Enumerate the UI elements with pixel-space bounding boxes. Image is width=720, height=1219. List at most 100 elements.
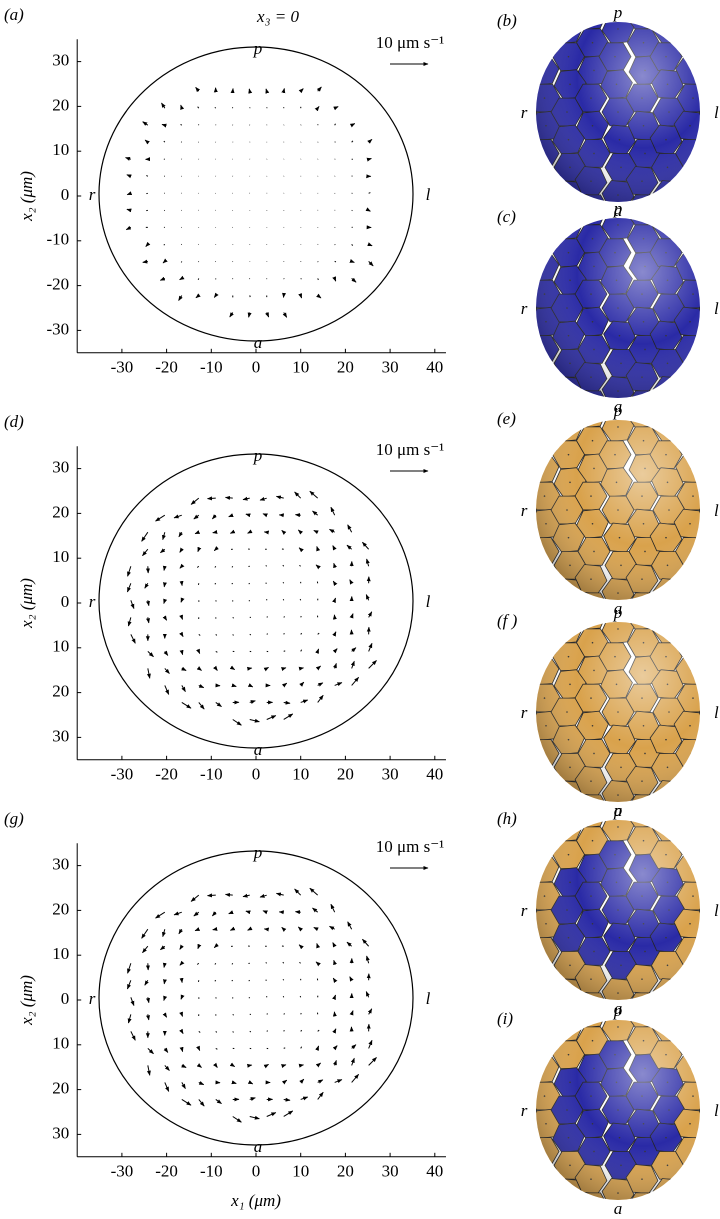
field-arrow	[332, 942, 337, 948]
field-arrow	[332, 977, 338, 983]
field-arrow	[162, 929, 166, 938]
cell-center	[566, 1192, 568, 1194]
field-arrow	[163, 995, 168, 1001]
pole-r: r	[89, 185, 96, 204]
field-arrow	[316, 86, 322, 92]
field-arrow	[330, 903, 336, 913]
field-arrow	[181, 666, 187, 671]
pole-p: p	[613, 1001, 623, 1020]
field-arrow	[178, 531, 183, 538]
field-arrow	[248, 996, 251, 999]
pole-p: p	[613, 603, 623, 622]
cell	[676, 564, 700, 595]
x-tick-label: 0	[252, 765, 261, 784]
pole-l: l	[426, 185, 431, 204]
field-arrow	[300, 1029, 303, 1032]
x-tick-label: 30	[382, 765, 399, 784]
cell-center	[566, 194, 568, 196]
field-arrow	[179, 275, 185, 281]
field-arrow	[214, 979, 217, 982]
field-arrow	[161, 102, 166, 109]
field-arrow	[232, 634, 234, 636]
field-arrow	[329, 925, 335, 931]
x-tick-label: 30	[382, 1162, 399, 1181]
cell-center	[692, 578, 694, 580]
x-tick-label: -10	[200, 765, 223, 784]
field-arrow	[245, 513, 251, 518]
cell-center	[668, 794, 670, 796]
field-arrow	[146, 617, 150, 624]
field-arrow	[212, 911, 217, 917]
cell-sphere	[536, 820, 700, 1000]
cell-center	[566, 794, 568, 796]
panel-label: (g)	[4, 809, 24, 828]
field-arrow	[178, 295, 183, 301]
field-arrow	[181, 685, 186, 693]
y-axis-title: x₂ (μm)	[17, 171, 36, 222]
field-arrow	[247, 926, 253, 931]
field-arrow	[141, 531, 149, 542]
field-arrow	[298, 88, 304, 94]
field-arrow	[282, 978, 285, 981]
field-arrow	[231, 683, 237, 688]
scale-label: 10 μm s⁻¹	[376, 33, 445, 52]
field-arrow	[316, 546, 321, 552]
cell-center	[543, 780, 546, 782]
field-arrow	[215, 1047, 218, 1050]
panel-label: (d)	[4, 412, 24, 431]
field-arrow	[365, 594, 370, 601]
cell	[536, 766, 561, 797]
field-arrow	[196, 648, 201, 655]
field-arrow	[315, 961, 321, 967]
field-arrow	[173, 514, 182, 519]
field-arrow	[125, 157, 131, 161]
field-arrow	[164, 1065, 170, 1071]
field-arrow	[315, 648, 320, 654]
field-arrow	[207, 893, 216, 898]
field-arrow	[194, 530, 201, 535]
field-arrow	[212, 514, 217, 520]
field-arrow	[242, 893, 250, 898]
field-arrow	[368, 192, 371, 194]
cell-center	[689, 839, 691, 842]
cell-center	[543, 376, 546, 378]
field-arrow	[194, 927, 201, 932]
x-tick-label: 20	[337, 1162, 354, 1181]
field-arrow	[275, 892, 284, 897]
field-arrow	[229, 1062, 236, 1068]
x-tick-label: -30	[111, 358, 134, 377]
cell-center	[643, 208, 645, 210]
field-arrow	[299, 681, 305, 687]
pole-l: l	[714, 501, 719, 520]
field-arrow	[315, 1062, 321, 1068]
field-arrow	[333, 662, 337, 669]
pole-a: a	[614, 801, 623, 820]
field-arrow	[317, 1079, 324, 1084]
field-arrow	[262, 910, 268, 915]
shading	[536, 820, 700, 1000]
field-arrow	[366, 157, 372, 162]
field-arrow	[162, 532, 166, 541]
x-tick-label: 20	[337, 765, 354, 784]
field-arrow	[300, 615, 302, 618]
field-arrow	[179, 563, 185, 569]
cell-center	[543, 1178, 546, 1180]
cell-center	[689, 237, 691, 240]
pole-r: r	[89, 989, 96, 1008]
field-arrow	[193, 514, 200, 520]
field-arrow	[294, 513, 301, 518]
panel-label: (c)	[497, 207, 516, 226]
cell-center	[643, 808, 645, 810]
y-tick-label: 30	[52, 51, 69, 70]
field-arrow	[142, 945, 149, 954]
field-arrow	[282, 581, 285, 584]
pole-l: l	[426, 989, 431, 1008]
field-arrow	[249, 1097, 256, 1101]
cell-center	[692, 376, 694, 378]
pole-r: r	[89, 592, 96, 611]
cell	[536, 964, 561, 995]
field-arrow	[181, 702, 192, 709]
field-arrow	[298, 1063, 304, 1068]
field-arrow	[334, 123, 336, 126]
field-arrow	[130, 600, 135, 610]
